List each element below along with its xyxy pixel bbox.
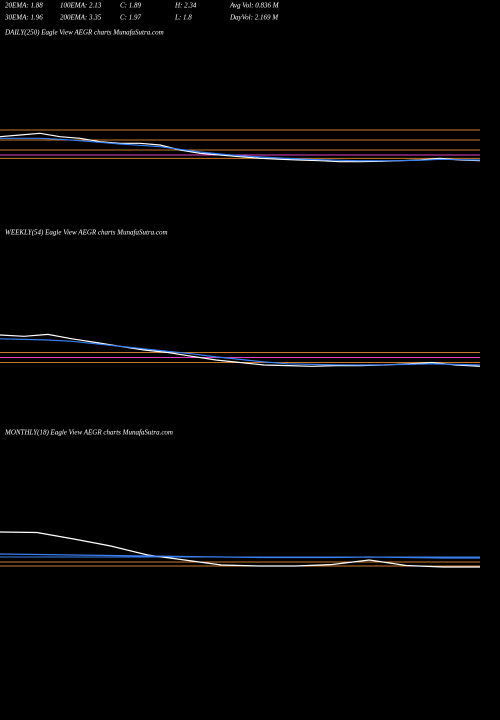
stat-label: 30EMA: 1.96 <box>4 14 43 22</box>
price-line <box>0 531 480 568</box>
stat-label: L: 1.8 <box>174 14 192 22</box>
price-line <box>0 137 481 162</box>
price-line <box>0 338 481 366</box>
stat-label: DayVol: 2.169 M <box>229 14 279 22</box>
price-line <box>0 553 480 559</box>
panel-title: DAILY(250) Eagle View AEGR charts Munafa… <box>4 29 164 37</box>
stat-label: 20EMA: 1.88 <box>5 2 43 10</box>
price-line <box>0 132 481 163</box>
stat-label: C: 1.97 <box>120 14 142 22</box>
panel-title: MONTHLY(18) Eagle View AEGR charts Munaf… <box>4 429 173 437</box>
stat-label: 200EMA: 3.35 <box>60 14 102 22</box>
panel-title: WEEKLY(54) Eagle View AEGR charts Munafa… <box>5 229 168 237</box>
price-line <box>0 333 481 367</box>
stat-label: C: 1.89 <box>120 2 142 10</box>
stat-label: 100EMA: 2.13 <box>60 2 102 10</box>
stat-label: H: 2.34 <box>174 2 197 10</box>
stat-label: Avg Vol: 0.836 M <box>229 2 280 10</box>
